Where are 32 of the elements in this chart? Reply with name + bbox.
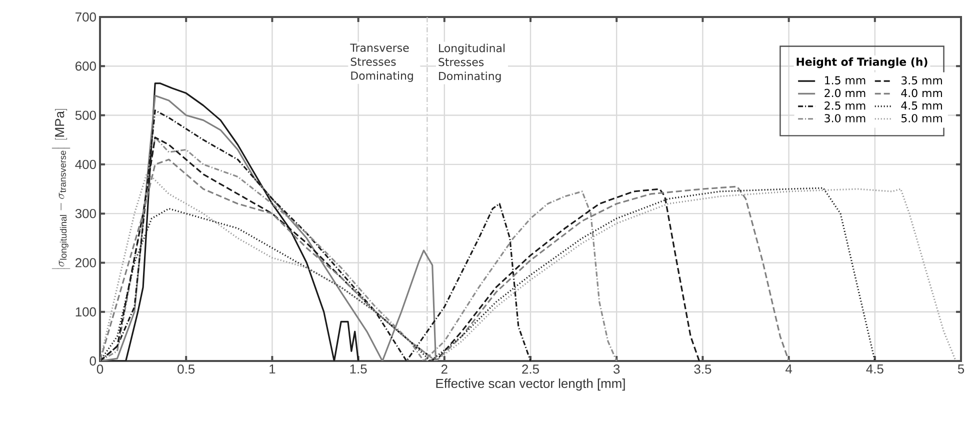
x-tick-label: 2.5: [522, 364, 539, 374]
legend-label: 5.0 mm: [901, 114, 942, 122]
legend-label: 2.0 mm: [824, 88, 866, 98]
x-axis-title: Effective scan vector length [mm]: [436, 378, 625, 391]
y-tick-label: 500: [75, 110, 96, 120]
x-tick-label: 3: [614, 364, 620, 374]
y-tick-label: 600: [76, 62, 96, 71]
legend-title: Height of Triangle (h): [796, 57, 928, 68]
y-axis-title: $\left|\sigma_{\mathrm{longitudinal}} - \sigma_{\mathrm{transverse}}\right| \mathrm{\ [MPa]}$: [52, 109, 70, 269]
legend-label: 3.0 mm: [824, 114, 866, 122]
x-tick-label: 3.5: [694, 364, 712, 374]
legend-label: 2.5 mm: [824, 101, 866, 110]
y-tick-label: 200: [76, 258, 96, 268]
y-tick-label: 400: [75, 160, 96, 170]
legend-label: 3.5 mm: [901, 76, 942, 85]
legend-label: 4.0 mm: [901, 88, 942, 98]
x-tick-label: 5: [958, 364, 964, 374]
x-tick-label: 1.5: [350, 364, 367, 374]
y-tick-label: 700: [76, 12, 96, 22]
y-tick-label: 300: [75, 208, 96, 218]
annotation: Longitudinal Stresses Dominating: [438, 44, 504, 82]
x-tick-label: 0.5: [178, 364, 195, 374]
legend-label: 1.5 mm: [825, 76, 866, 84]
x-tick-label: 4: [786, 364, 792, 374]
x-tick-label: 4.5: [866, 364, 884, 374]
y-tick-label: 100: [76, 307, 96, 316]
annotation: Transverse Stresses Dominating: [350, 44, 413, 82]
x-tick-label: 0: [96, 364, 104, 374]
y-tick-label: 0: [90, 356, 96, 366]
x-tick-label: 1: [270, 364, 276, 374]
legend-label: 4.5 mm: [901, 102, 942, 110]
x-tick-label: 2: [441, 364, 448, 374]
